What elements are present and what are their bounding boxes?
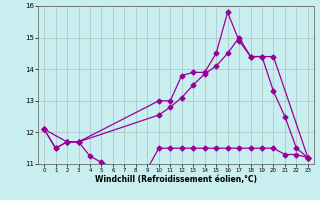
X-axis label: Windchill (Refroidissement éolien,°C): Windchill (Refroidissement éolien,°C) [95, 175, 257, 184]
